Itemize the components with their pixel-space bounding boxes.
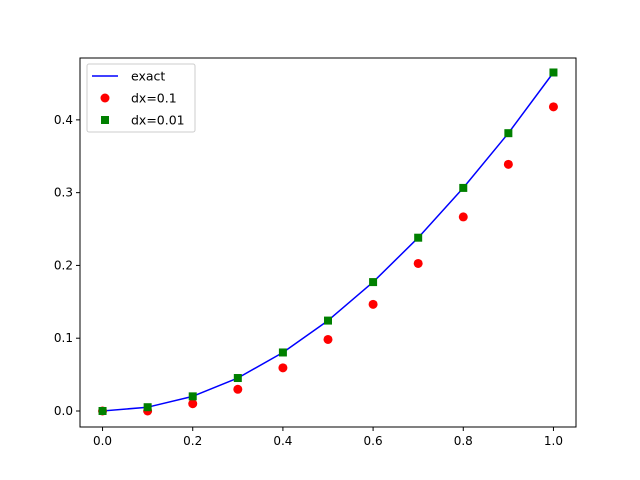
series-2-point bbox=[459, 183, 468, 192]
series-2-point bbox=[369, 278, 378, 287]
series-1-point bbox=[413, 258, 423, 268]
y-tick-label: 0.3 bbox=[54, 186, 73, 200]
x-tick-label: 0.0 bbox=[93, 434, 112, 448]
series-1-point bbox=[503, 159, 513, 169]
series-2-point bbox=[143, 403, 152, 412]
x-tick-label: 0.2 bbox=[183, 434, 202, 448]
y-tick-label: 0.4 bbox=[54, 113, 73, 127]
axes-layer: 0.0 0.2 0.4 0.6 0.8 1.0 0.0 0.1 0.2 0.3 0.4 bbox=[54, 57, 577, 448]
series-layer bbox=[98, 68, 558, 416]
y-tick-label: 0.0 bbox=[54, 404, 73, 418]
series-1-point bbox=[458, 212, 468, 222]
x-tick-label: 0.6 bbox=[364, 434, 383, 448]
axes-frame bbox=[79, 57, 577, 428]
x-tick-label: 1.0 bbox=[544, 434, 563, 448]
series-1-point bbox=[233, 384, 243, 394]
legend-label: dx=0.1 bbox=[131, 91, 177, 106]
series-2-point bbox=[324, 316, 332, 325]
legend-handle-circle bbox=[100, 93, 110, 103]
series-1-point bbox=[368, 299, 378, 309]
series-1-point bbox=[278, 363, 288, 373]
series-2-point bbox=[98, 406, 107, 415]
legend: exact dx=0.1 dx=0.01 bbox=[86, 63, 196, 133]
x-tick-label: 0.4 bbox=[273, 434, 292, 448]
series-2-point bbox=[414, 233, 423, 242]
legend-box bbox=[86, 63, 196, 133]
y-tick-label: 0.1 bbox=[54, 331, 73, 345]
legend-handle-square bbox=[101, 116, 109, 124]
legend-label: exact bbox=[131, 69, 165, 84]
series-2-point bbox=[504, 129, 513, 138]
series-2-point bbox=[233, 374, 242, 383]
series-1-point bbox=[188, 399, 198, 409]
series-1-point bbox=[323, 334, 333, 344]
legend-label: dx=0.01 bbox=[131, 113, 185, 128]
series-2-point bbox=[188, 392, 197, 401]
series-1-point bbox=[548, 102, 558, 112]
y-tick-label: 0.2 bbox=[54, 258, 73, 272]
x-tick-label: 0.8 bbox=[454, 434, 473, 448]
series-2-point bbox=[549, 68, 558, 77]
series-2-point bbox=[278, 348, 287, 357]
